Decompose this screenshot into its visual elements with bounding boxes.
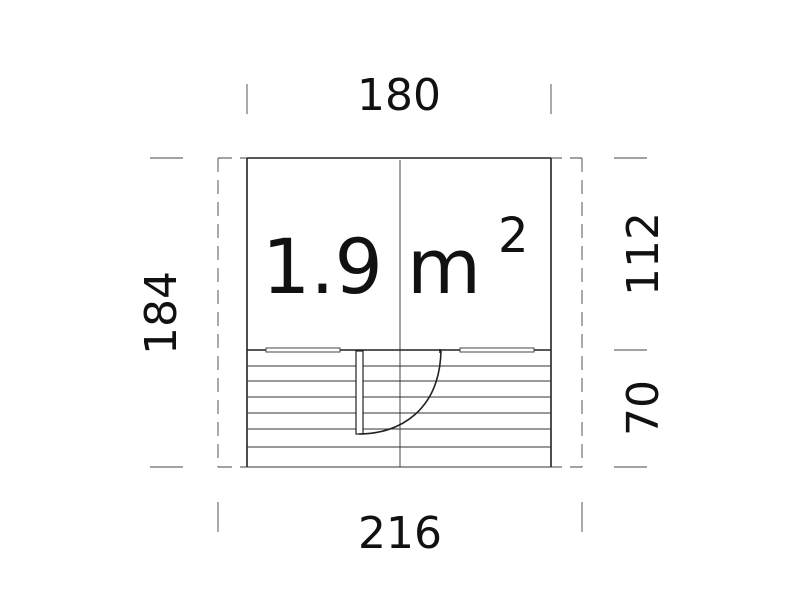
walls: [246, 157, 552, 468]
area-value: 1.9 m: [262, 222, 481, 311]
left-dimension: 184: [136, 157, 187, 468]
top-dimension: 180: [246, 70, 552, 121]
door-leaf: [355, 350, 364, 435]
right-dimension: 112 70: [614, 157, 669, 468]
bottom-dimension: 216: [217, 502, 583, 559]
front-window-left: [265, 347, 341, 353]
bottom-width-label: 216: [358, 508, 442, 559]
area-label: 1.9 m 2: [262, 208, 529, 311]
front-window-right: [459, 347, 535, 353]
front-wall: [247, 347, 551, 353]
door-swing-arc: [358, 349, 442, 435]
top-width-label: 180: [357, 70, 441, 121]
left-depth-label: 184: [136, 271, 187, 355]
right-upper-label: 112: [618, 212, 669, 296]
right-lower-label: 70: [618, 380, 669, 436]
deck-boards: [247, 365, 551, 448]
area-exponent: 2: [498, 208, 529, 264]
door: [355, 349, 442, 435]
